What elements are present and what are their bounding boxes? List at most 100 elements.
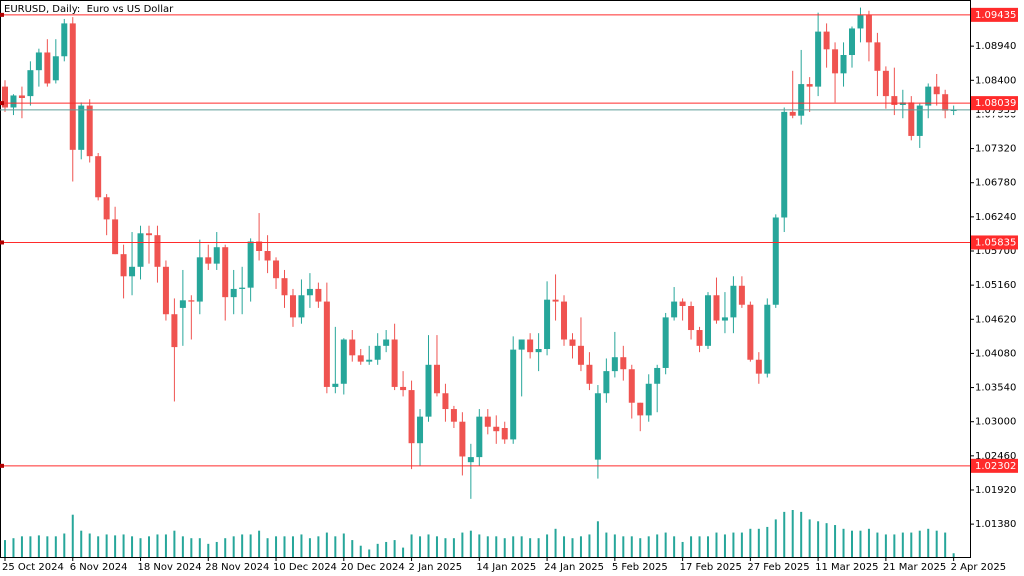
candle-body [942, 94, 949, 111]
plot-area [2, 7, 957, 557]
candle-body [332, 383, 339, 387]
candle-body [213, 247, 220, 264]
candle-body [577, 345, 584, 365]
candle-body [840, 55, 847, 74]
candle-body [789, 111, 796, 116]
candle-body [730, 285, 737, 318]
y-tick-label: 1.03000 [975, 417, 1016, 428]
level-marker [0, 101, 4, 106]
candle-body [781, 111, 788, 218]
candle-body [476, 416, 483, 458]
y-tick-label: 1.04620 [975, 314, 1016, 325]
x-tick-label: 14 Jan 2025 [476, 562, 536, 573]
candle-body [713, 295, 720, 321]
level-label-box [971, 7, 1018, 22]
candle-body [281, 278, 288, 296]
candle-body [256, 241, 263, 251]
candle-body [586, 364, 593, 384]
x-tick-label: 2 Jan 2025 [409, 562, 463, 573]
candle-body [323, 301, 330, 387]
candle-body [755, 359, 762, 374]
candle-body [764, 304, 771, 374]
candle-body [222, 247, 229, 298]
candle-body [69, 23, 76, 150]
x-tick-label: 28 Nov 2024 [205, 562, 269, 573]
candle-body [865, 15, 872, 43]
title-box [1, 1, 171, 17]
candle-body [179, 300, 186, 308]
candle-body [162, 266, 169, 315]
candle-body [10, 95, 17, 108]
candle-body [908, 102, 915, 136]
level-marker [0, 240, 4, 245]
x-tick-label: 25 Oct 2024 [2, 562, 64, 573]
x-tick-label: 6 Nov 2024 [70, 562, 128, 573]
candle-body [891, 96, 898, 105]
candle-body [535, 348, 542, 353]
candle-body [696, 330, 703, 346]
candle-body [705, 295, 712, 346]
candle-body [374, 345, 381, 360]
candle-body [18, 95, 25, 98]
candle-body [383, 339, 390, 346]
x-tick-label: 27 Feb 2025 [747, 562, 809, 573]
level-marker [0, 463, 4, 468]
y-tick-label: 1.06240 [975, 212, 1016, 223]
candle-body [459, 421, 466, 457]
candle-body [129, 266, 136, 277]
candle-body [188, 300, 195, 302]
candle-body [391, 339, 398, 387]
y-tick-label: 1.02460 [975, 451, 1016, 462]
candle-body [518, 339, 525, 350]
candle-body [645, 383, 652, 416]
level-marker [0, 12, 4, 17]
candle-body [933, 86, 940, 95]
level-label-box [971, 96, 1018, 111]
x-tick-label: 21 Mar 2025 [883, 562, 946, 573]
candle-body [544, 299, 551, 349]
candle-body [806, 84, 813, 87]
candle-body [916, 105, 923, 136]
candle-body [450, 409, 457, 422]
candle-body [569, 339, 576, 346]
candle-body [171, 314, 178, 348]
y-tick-label: 1.06780 [975, 178, 1016, 189]
candle-body [112, 219, 119, 255]
x-tick-label: 11 Mar 2025 [815, 562, 878, 573]
candle-body [103, 197, 110, 220]
candle-body [620, 357, 627, 370]
y-tick-label: 1.04080 [975, 348, 1016, 359]
candle-body [137, 233, 144, 267]
candle-body [408, 390, 415, 444]
y-tick-label: 1.01920 [975, 485, 1016, 496]
x-tick-label: 10 Dec 2024 [273, 562, 337, 573]
candle-body [654, 367, 661, 384]
candle-body [44, 52, 51, 84]
candle-body [637, 402, 644, 416]
candle-body [230, 288, 237, 298]
candle-body [628, 369, 635, 403]
candle-body [823, 31, 830, 50]
candle-body [798, 84, 805, 116]
chart-title: EURUSD, Daily: Euro vs US Dollar [4, 4, 174, 15]
candle-body [527, 339, 534, 353]
candle-body [603, 371, 610, 394]
candle-body [86, 105, 93, 157]
candle-body [2, 86, 8, 108]
y-tick-label: 1.08940 [975, 41, 1016, 52]
y-tick-label: 1.03540 [975, 383, 1016, 394]
x-tick-label: 20 Dec 2024 [341, 562, 405, 573]
candle-body [400, 386, 407, 391]
y-tick-label: 1.08400 [975, 75, 1016, 86]
candle-body [27, 70, 34, 97]
x-tick-label: 18 Nov 2024 [138, 562, 202, 573]
candle-body [357, 355, 364, 362]
candle-body [484, 416, 491, 427]
candle-body [417, 416, 424, 444]
candle-body [561, 301, 568, 340]
level-label: 1.09435 [975, 10, 1016, 21]
plot-frame [0, 0, 971, 558]
x-tick-label: 2 Apr 2025 [951, 562, 1006, 573]
